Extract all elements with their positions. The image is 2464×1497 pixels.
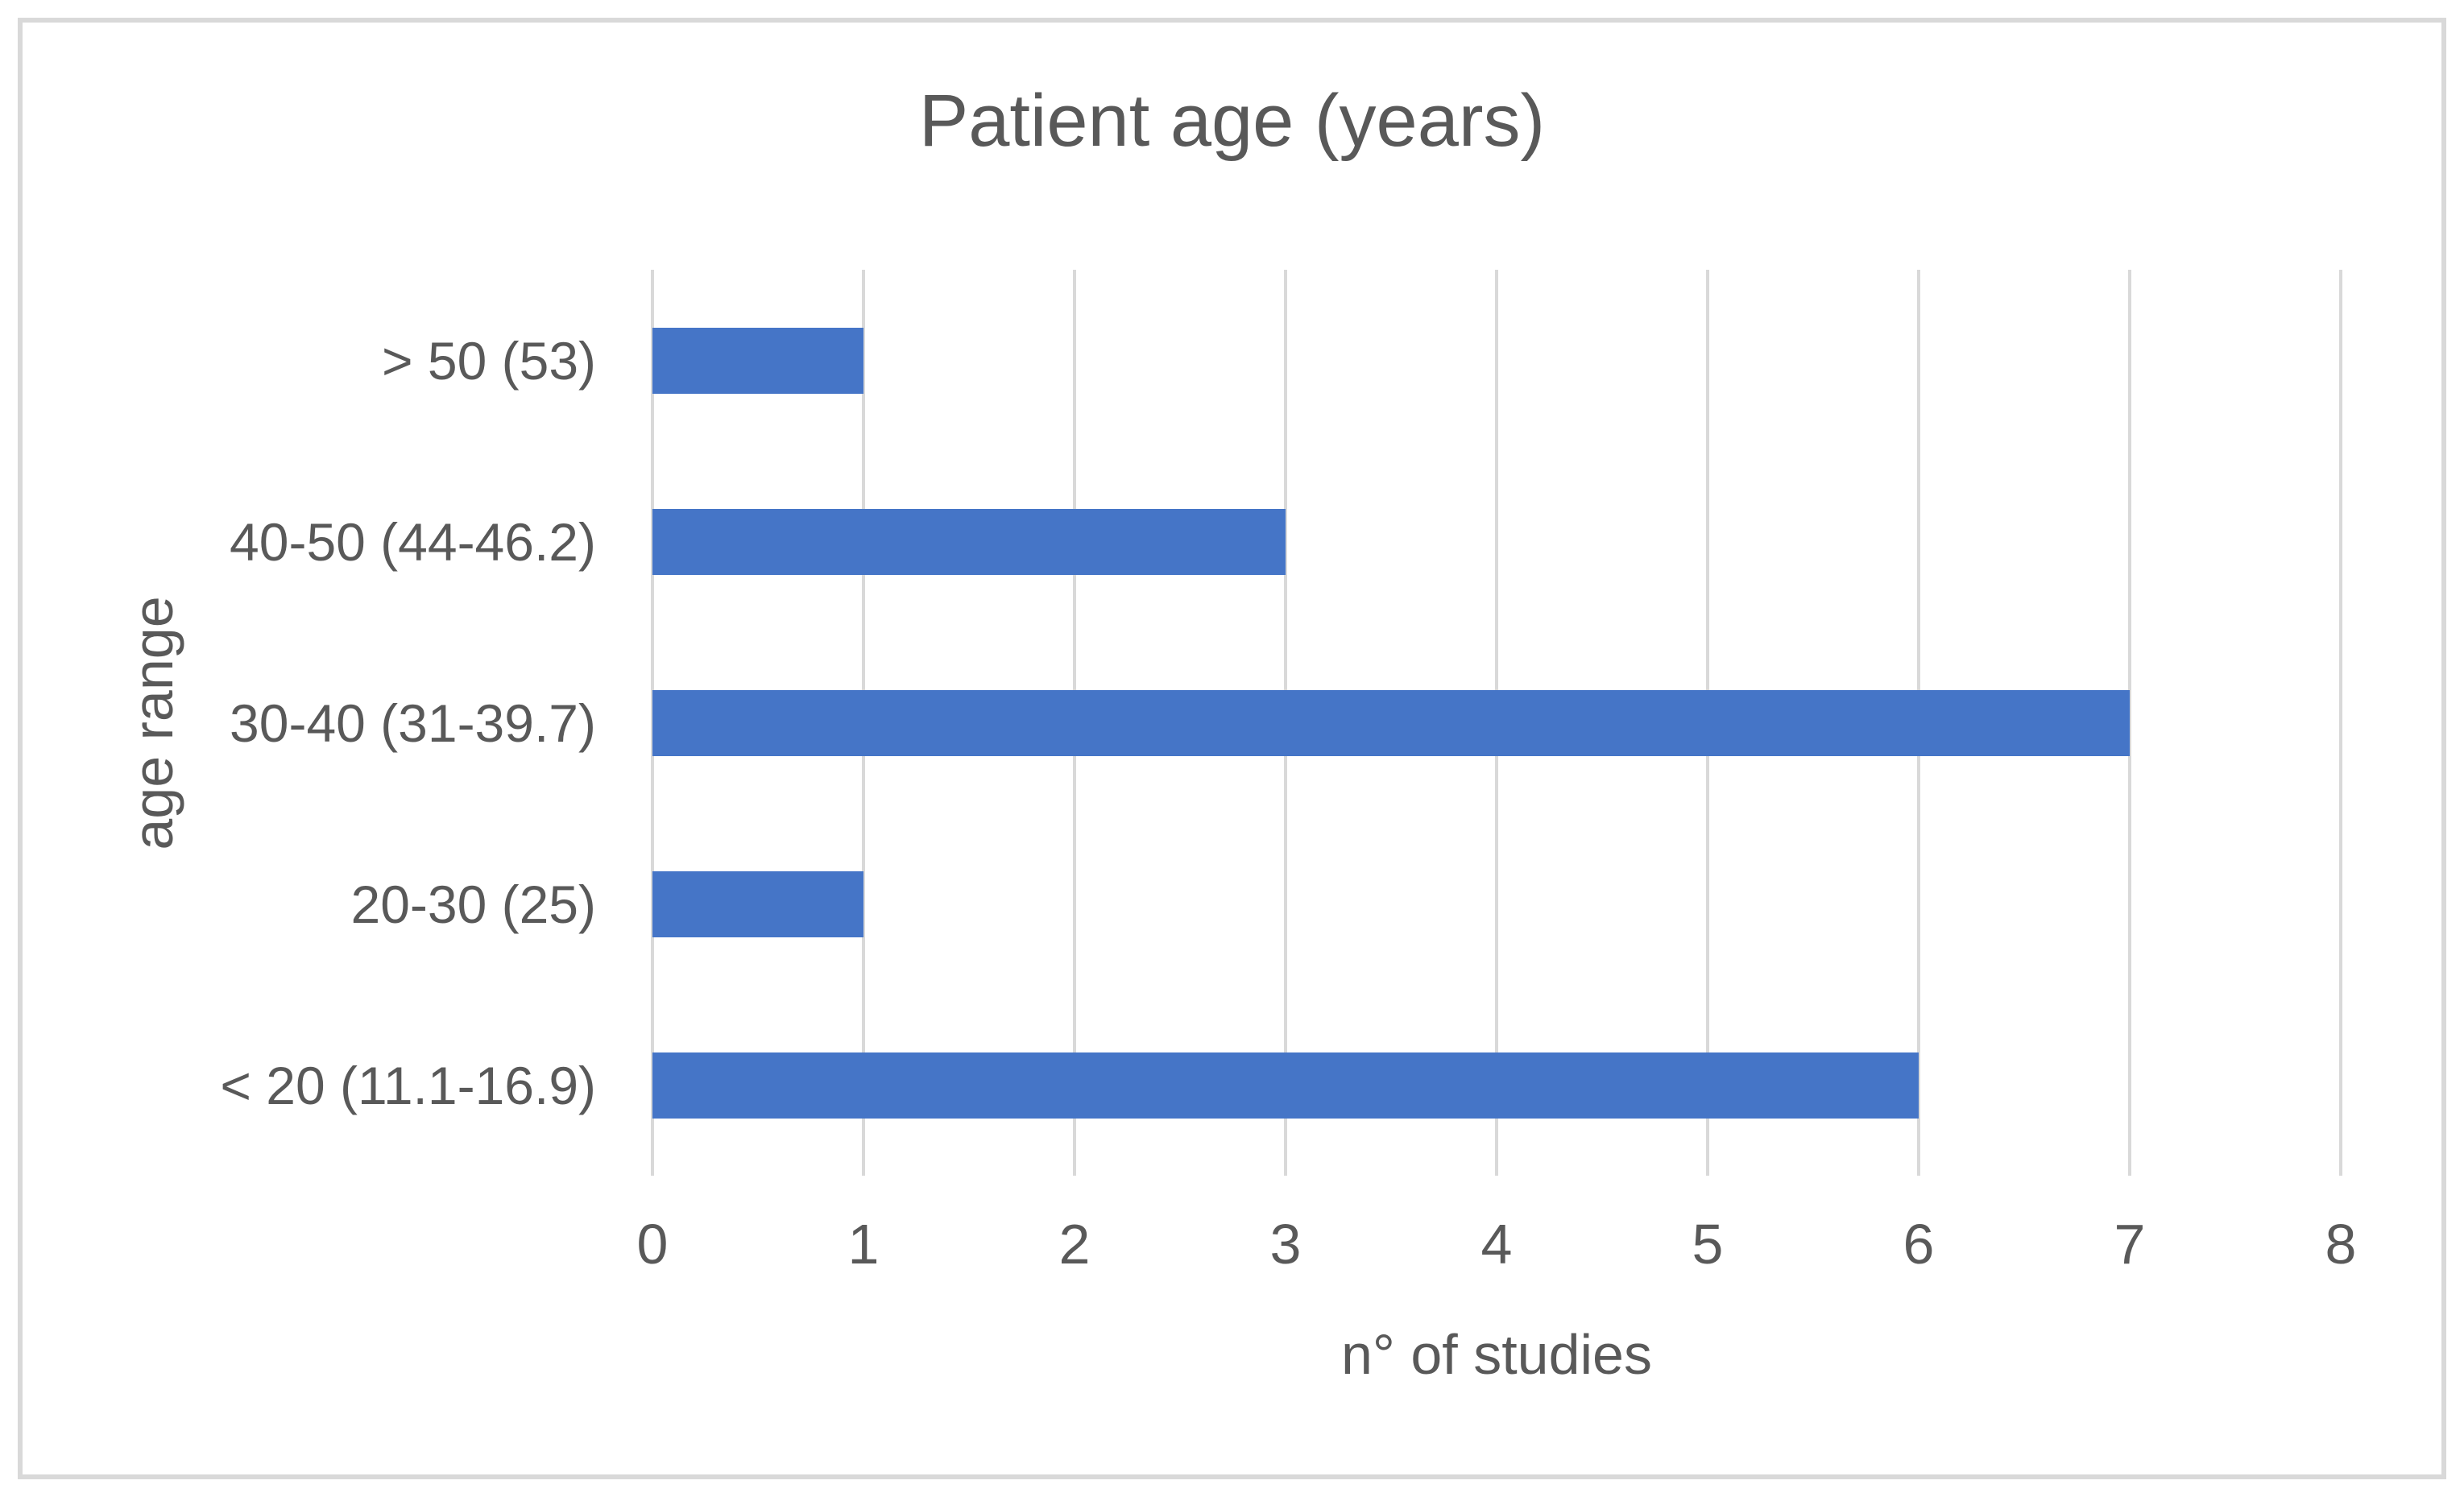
- x-tick-label-3: 3: [1269, 1213, 1302, 1276]
- bar-2: [652, 689, 2130, 756]
- category-label-2: 30-40 (31-39.7): [230, 693, 596, 753]
- x-tick-label-2: 2: [1058, 1213, 1091, 1276]
- x-tick-label-8: 8: [2325, 1213, 2357, 1276]
- category-label-4: < 20 (11.1-16.9): [220, 1055, 596, 1115]
- gridline-x-8: [2339, 270, 2342, 1176]
- bar-1: [652, 508, 1286, 575]
- category-label-3: 20-30 (25): [350, 874, 596, 934]
- bar-0: [652, 327, 863, 394]
- x-tick-label-5: 5: [1692, 1213, 1724, 1276]
- chart-title: Patient age (years): [918, 80, 1546, 162]
- bar-3: [652, 870, 863, 937]
- x-axis-title: n° of studies: [1341, 1323, 1652, 1386]
- plot-area: [651, 270, 2342, 1176]
- category-label-0: > 50 (53): [382, 330, 596, 391]
- x-tick-label-0: 0: [636, 1213, 669, 1276]
- category-label-1: 40-50 (44-46.2): [230, 511, 596, 572]
- x-tick-label-4: 4: [1480, 1213, 1513, 1276]
- x-tick-label-6: 6: [1903, 1213, 1935, 1276]
- gridline-x-7: [2128, 270, 2131, 1176]
- x-tick-label-7: 7: [2114, 1213, 2146, 1276]
- bar-4: [652, 1052, 1919, 1119]
- x-tick-label-1: 1: [847, 1213, 880, 1276]
